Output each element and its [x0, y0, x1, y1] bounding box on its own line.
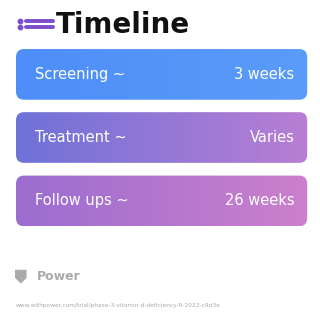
Text: Varies: Varies: [250, 130, 294, 145]
Text: Timeline: Timeline: [56, 10, 190, 39]
Text: Treatment ~: Treatment ~: [35, 130, 127, 145]
Text: 26 weeks: 26 weeks: [225, 194, 294, 208]
Text: 3 weeks: 3 weeks: [234, 67, 294, 82]
Text: Power: Power: [37, 270, 81, 283]
Text: Follow ups ~: Follow ups ~: [35, 194, 129, 208]
Text: www.withpower.com/trial/phase-3-vitamin-d-deficiency-9-2022-c9d3e: www.withpower.com/trial/phase-3-vitamin-…: [16, 303, 221, 308]
Text: Screening ~: Screening ~: [35, 67, 125, 82]
Polygon shape: [15, 270, 27, 284]
